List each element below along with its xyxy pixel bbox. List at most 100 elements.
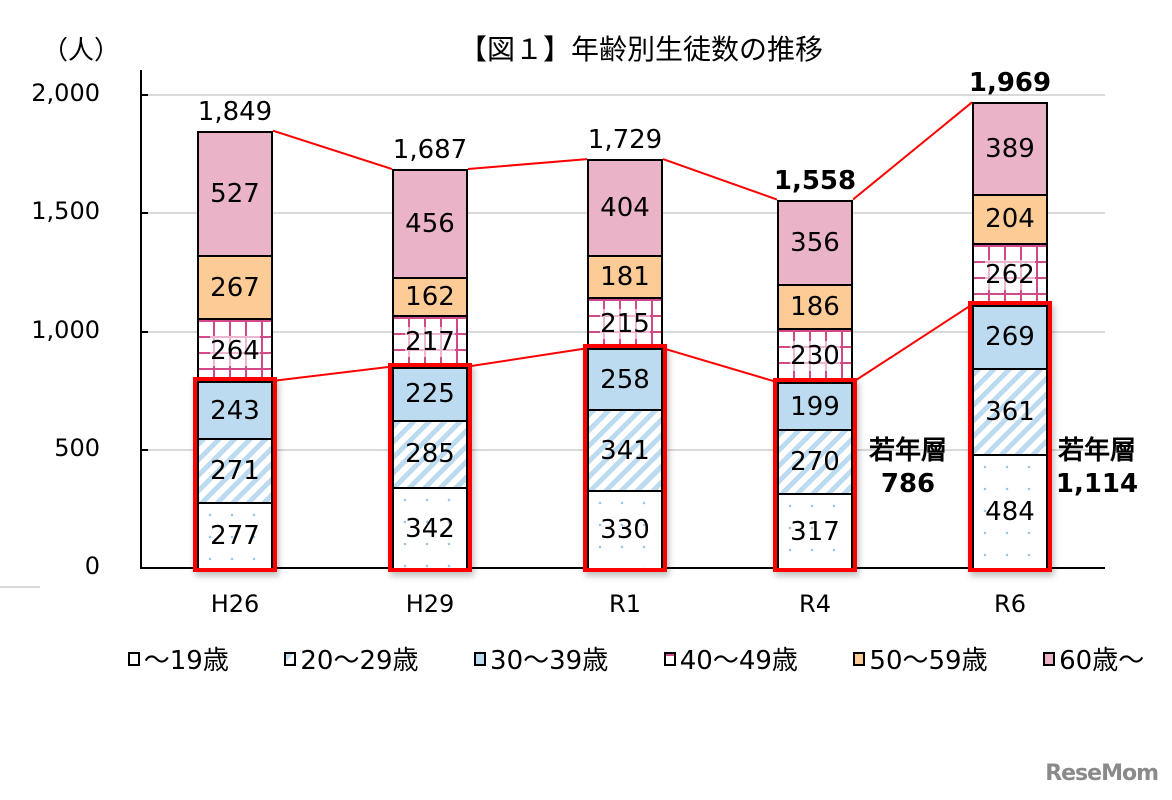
segment-value: 342 [405,513,455,544]
bar-segment: 341 [587,409,663,492]
bar-total-label: 1,558 [773,165,857,196]
bar-segment: 456 [392,169,468,279]
bar-segment: 330 [587,489,663,570]
legend-swatch-icon [474,651,487,666]
gridline [140,94,1105,96]
bar-segment: 269 [972,304,1048,371]
segment-value: 317 [790,516,840,547]
annotation-title: 若年層 [868,436,947,466]
bar-segment: 162 [392,276,468,318]
legend-item-20s: 20～29歳 [284,640,419,677]
young-layer-highlight [773,378,857,572]
segment-value: 269 [985,322,1035,353]
segment-value: 243 [210,395,260,426]
y-tick-label: 1,000 [31,315,100,344]
segment-value: 361 [985,396,1035,427]
segment-value: 181 [600,262,650,293]
bar-segment: 262 [972,242,1048,307]
bar-segment: 356 [777,199,853,286]
legend-swatch-icon [853,651,866,666]
y-tick-mark [140,330,148,333]
segment-value: 262 [985,259,1035,290]
bar-segment: 404 [587,159,663,257]
segment-value: 341 [600,435,650,466]
segment-value: 389 [985,134,1035,165]
y-tick-label: 2,000 [31,79,100,107]
annotation-value: 1,114 [1055,468,1139,499]
legend: ～19歳 20～29歳 30～39歳 40～49歳 50～59歳 60歳～ [100,640,1172,677]
segment-value: 215 [600,308,650,339]
legend-item-50s: 50～59歳 [853,640,988,677]
bar-segment: 258 [587,348,663,412]
bar-segment: 271 [197,438,273,505]
young-layer-highlight [388,362,472,572]
segment-value: 484 [985,496,1035,527]
bar-segment: 270 [777,429,853,496]
segment-value: 199 [790,391,840,422]
bar-segment: 267 [197,255,273,321]
legend-item-40s: 40～49歳 [663,640,798,677]
bar-segment: 317 [777,493,853,570]
bar-segment: 484 [972,453,1048,570]
bar-segment: 225 [392,366,468,422]
segment-value: 230 [790,340,840,371]
segment-value: 277 [210,521,260,552]
bar-segment: 389 [972,102,1048,197]
segment-value: 271 [210,456,260,487]
bar-segment: 342 [392,487,468,570]
bar-segment: 264 [197,318,273,383]
legend-item-60-plus: 60歳～ [1043,640,1144,677]
segment-value: 330 [600,514,650,545]
legend-item-30s: 30～39歳 [474,640,608,677]
segment-value: 356 [790,227,840,258]
y-axis-unit: （人） [42,36,121,66]
y-tick-label: 1,500 [31,197,100,226]
segment-value: 264 [210,335,260,366]
young-layer-highlight [193,376,277,572]
young-layer-annotation: 若年層 1,114 [1042,435,1152,500]
bar-total-label: 1,969 [968,68,1052,99]
y-tick-label: 0 [84,552,100,580]
bar-total-label: 1,849 [197,96,273,127]
x-tick-label: R1 [609,590,641,618]
segment-value: 186 [790,291,840,322]
x-tick-label: R6 [994,590,1026,618]
bar-total-label: 1,687 [392,135,468,166]
segment-value: 267 [210,272,260,303]
bar-segment: 230 [777,327,853,385]
segment-value: 404 [600,192,650,223]
young-layer-highlight [583,344,667,572]
bar-total-label: 1,729 [587,125,663,156]
segment-value: 285 [405,439,455,470]
chart-title: 【図１】年齢別生徒数の推移 [458,33,823,66]
y-tick-mark [140,212,148,215]
annotation-value: 786 [880,468,936,499]
resemom-logo: ReseMom [1045,761,1159,786]
segment-value: 456 [405,208,455,239]
young-layer-highlight [968,300,1052,572]
bar-segment: 527 [197,130,273,258]
y-tick-mark [140,448,148,451]
segment-value: 270 [790,447,840,478]
annotation-title: 若年層 [1057,436,1136,466]
young-layer-annotation: 若年層 786 [853,435,963,500]
legend-swatch-icon [127,651,140,666]
bar-segment: 285 [392,419,468,490]
bar-segment: 277 [197,502,273,570]
y-tick-label: 500 [54,433,100,462]
legend-item-under-19: ～19歳 [127,640,229,677]
x-tick-label: R4 [799,590,831,618]
legend-divider [0,586,40,588]
legend-swatch-icon [284,651,297,666]
segment-value: 162 [405,282,455,313]
segment-value: 258 [600,364,650,395]
legend-swatch-icon [663,651,676,666]
segment-value: 217 [405,326,455,357]
segment-value: 527 [210,179,260,210]
bar-segment: 361 [972,368,1048,456]
bar-segment: 181 [587,254,663,300]
bar-segment: 204 [972,194,1048,245]
y-axis [140,70,142,568]
y-tick-mark [140,94,148,96]
